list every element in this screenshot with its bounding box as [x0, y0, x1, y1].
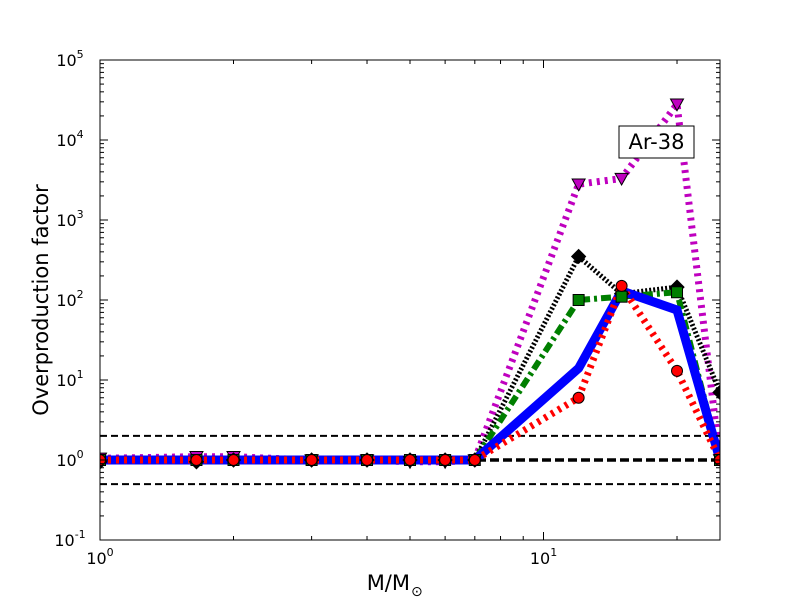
- x-axis-label-sub: ⊙: [411, 584, 423, 600]
- y-tick-label-0: 10-1: [54, 528, 85, 550]
- series-2-point-8: [572, 294, 585, 306]
- series-1-point-8: [570, 248, 587, 265]
- reference-lines: [100, 434, 720, 486]
- series-4-point-5: [404, 454, 416, 466]
- y-tick-label-6: 105: [56, 48, 83, 70]
- series-4-point-9: [615, 279, 628, 292]
- y-tick-label-1: 100: [56, 448, 83, 470]
- y-tick-label-4: 103: [56, 208, 83, 230]
- series-line-3: [100, 285, 720, 465]
- y-tick-label-2: 101: [56, 368, 83, 390]
- series-line-0: [100, 95, 720, 466]
- y-axis-label: Overproduction factor: [29, 184, 53, 416]
- annotation-label: Ar-38: [629, 130, 685, 154]
- series-0-point-8: [571, 178, 586, 192]
- series-0-point-9: [614, 172, 629, 187]
- series-4-point-6: [439, 454, 452, 466]
- series-4-point-2: [227, 454, 240, 466]
- series-2-point-9: [615, 290, 628, 303]
- y-tick-label-3: 102: [56, 288, 83, 310]
- series-4-point-7: [468, 454, 481, 466]
- series-4-point-3: [305, 454, 318, 466]
- series-4-point-8: [572, 391, 585, 404]
- series-0-point-10: [669, 98, 685, 112]
- y-tick-label-5: 104: [56, 128, 83, 150]
- x-tick-label-0: 100: [86, 546, 113, 568]
- series-4-point-10: [671, 364, 684, 377]
- marker-layer: [100, 98, 720, 470]
- annotation-box: Ar-38: [618, 125, 695, 159]
- x-axis-label: M/M: [367, 571, 410, 595]
- x-tick-label-1: 101: [530, 546, 557, 568]
- series-line-4: [100, 278, 720, 464]
- series-2-point-10: [671, 286, 684, 299]
- series-4-point-4: [361, 454, 374, 466]
- series-4-point-1: [190, 454, 203, 466]
- series-line-2: [100, 289, 720, 463]
